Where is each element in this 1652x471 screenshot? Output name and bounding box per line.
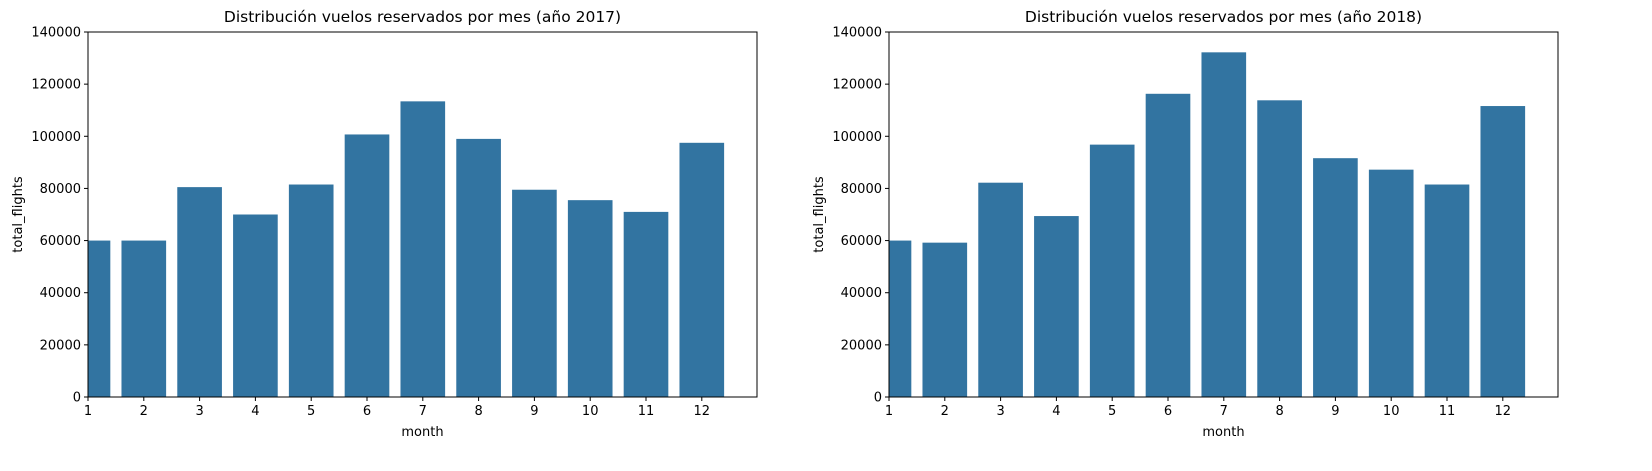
y-tick-label: 140000 <box>832 26 882 41</box>
x-tick-label: 9 <box>530 404 538 419</box>
bar-month-7 <box>400 101 446 397</box>
x-tick-label: 3 <box>195 404 203 419</box>
x-axis: 1 2 3 4 5 6 7 8 9 10 11 12 <box>84 397 710 419</box>
y-axis: 0 20000 40000 60000 80000 100000 120000 140000 <box>31 26 88 406</box>
bar-month-8 <box>1257 100 1302 398</box>
y-tick-label: 120000 <box>832 78 882 93</box>
chart-title: Distribución vuelos reservados por mes (… <box>224 8 621 26</box>
x-tick-label: 5 <box>1108 404 1116 419</box>
plot-frame <box>87 31 758 398</box>
x-tick-label: 9 <box>1331 404 1339 419</box>
x-axis-label: month <box>1202 425 1244 440</box>
y-tick-label: 20000 <box>841 338 882 353</box>
x-tick-label: 11 <box>638 404 655 419</box>
chart-2018: Distribución vuelos reservados por mes (… <box>812 8 1559 440</box>
bar-month-1 <box>889 240 912 397</box>
bar-month-11 <box>623 211 669 397</box>
bar-month-1 <box>88 240 111 397</box>
bar-month-9 <box>512 189 557 397</box>
x-tick-label: 4 <box>251 404 259 419</box>
y-tick-label: 100000 <box>31 130 81 145</box>
chart-title: Distribución vuelos reservados por mes (… <box>1025 8 1422 26</box>
x-axis: 1 2 3 4 5 6 7 8 9 10 11 12 <box>885 397 1511 419</box>
x-tick-label: 1 <box>84 404 92 419</box>
x-tick-label: 10 <box>582 404 599 419</box>
y-tick-label: 80000 <box>841 182 882 197</box>
bar-month-7 <box>1201 52 1247 397</box>
x-tick-label: 7 <box>419 404 427 419</box>
bar-month-10 <box>1368 169 1414 397</box>
bar-group <box>88 101 725 398</box>
chart-2017: Distribución vuelos reservados por mes (… <box>11 8 758 440</box>
x-tick-label: 6 <box>363 404 371 419</box>
bar-month-6 <box>1145 93 1191 398</box>
y-tick-label: 60000 <box>40 234 81 249</box>
x-tick-label: 10 <box>1383 404 1400 419</box>
bar-month-3 <box>978 182 1023 397</box>
y-tick-label: 40000 <box>40 286 81 301</box>
bar-group <box>889 52 1526 398</box>
bar-month-10 <box>567 200 613 397</box>
bar-month-4 <box>233 214 278 397</box>
bar-month-12 <box>679 142 725 397</box>
x-tick-label: 8 <box>1275 404 1283 419</box>
bar-month-11 <box>1424 184 1470 397</box>
bar-month-2 <box>922 242 968 397</box>
bar-month-4 <box>1034 216 1079 397</box>
bar-month-12 <box>1480 106 1526 398</box>
y-tick-label: 120000 <box>31 78 81 93</box>
bar-month-8 <box>456 138 501 397</box>
y-tick-label: 100000 <box>832 130 882 145</box>
x-tick-label: 5 <box>307 404 315 419</box>
y-tick-label: 40000 <box>841 286 882 301</box>
bar-month-6 <box>344 134 390 398</box>
x-tick-label: 3 <box>996 404 1004 419</box>
x-tick-label: 8 <box>474 404 482 419</box>
x-tick-label: 1 <box>885 404 893 419</box>
x-tick-label: 7 <box>1220 404 1228 419</box>
y-tick-label: 140000 <box>31 26 81 41</box>
bar-month-9 <box>1313 158 1358 397</box>
x-tick-label: 12 <box>694 404 711 419</box>
y-axis-label: total_flights <box>812 176 827 253</box>
x-tick-label: 12 <box>1495 404 1512 419</box>
y-tick-label: 0 <box>73 391 81 406</box>
x-tick-label: 6 <box>1164 404 1172 419</box>
y-tick-label: 80000 <box>40 182 81 197</box>
plot-frame <box>888 31 1559 398</box>
y-tick-label: 60000 <box>841 234 882 249</box>
x-tick-label: 2 <box>140 404 148 419</box>
y-axis-label: total_flights <box>11 176 26 253</box>
x-tick-label: 2 <box>941 404 949 419</box>
bar-month-5 <box>1089 144 1135 397</box>
bar-month-3 <box>177 187 222 397</box>
y-tick-label: 0 <box>874 391 882 406</box>
x-axis-label: month <box>401 425 443 440</box>
x-tick-label: 4 <box>1052 404 1060 419</box>
y-axis: 0 20000 40000 60000 80000 100000 120000 140000 <box>832 26 889 406</box>
bar-month-2 <box>121 240 167 397</box>
bar-month-5 <box>288 184 334 397</box>
y-tick-label: 20000 <box>40 338 81 353</box>
x-tick-label: 11 <box>1439 404 1456 419</box>
